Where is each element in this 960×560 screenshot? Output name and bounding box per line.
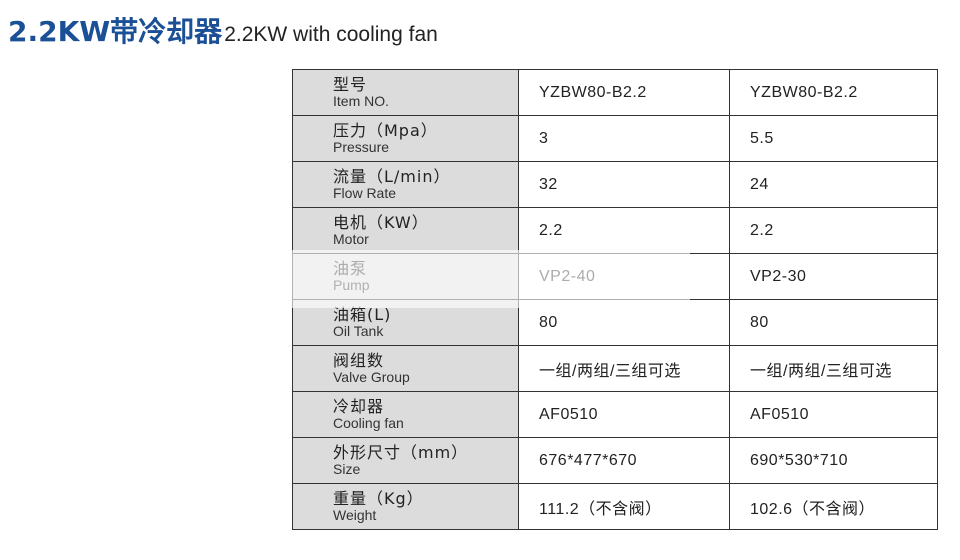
value-cell: 32: [518, 161, 730, 208]
row-label-cn: 重量（Kg）: [333, 488, 424, 508]
table-row: 冷却器 Cooling fan AF0510 AF0510: [292, 391, 938, 438]
title-en: 2.2KW with cooling fan: [224, 23, 438, 46]
table-row: 阀组数 Valve Group 一组/两组/三组可选 一组/两组/三组可选: [292, 345, 938, 392]
row-header: 流量（L/min） Flow Rate: [292, 161, 519, 208]
row-header: 压力（Mpa） Pressure: [292, 115, 519, 162]
value-cell: 2.2: [729, 207, 938, 254]
value-cell: 690*530*710: [729, 437, 938, 484]
row-header: 冷却器 Cooling fan: [292, 391, 519, 438]
table-row: 外形尺寸（mm） Size 676*477*670 690*530*710: [292, 437, 938, 484]
value-cell: AF0510: [729, 391, 938, 438]
value-cell: 80: [729, 299, 938, 346]
table-row: 电机（KW） Motor 2.2 2.2: [292, 207, 938, 254]
row-label-en: Oil Tank: [333, 322, 384, 339]
row-label-cn: 压力（Mpa）: [333, 120, 438, 140]
row-label-cn: 流量（L/min）: [333, 166, 451, 186]
row-label-cn: 冷却器: [333, 396, 385, 416]
value-cell: 3: [518, 115, 730, 162]
row-label-en: Flow Rate: [333, 184, 397, 201]
row-label-en: Valve Group: [333, 368, 410, 385]
value-cell: YZBW80-B2.2: [518, 69, 730, 116]
watermark-overlay: [292, 250, 690, 308]
row-label-en: Size: [333, 460, 361, 477]
value-cell: 2.2: [518, 207, 730, 254]
value-cell: 102.6（不含阀）: [729, 483, 938, 530]
value-cell: 5.5: [729, 115, 938, 162]
row-label-cn: 电机（KW）: [333, 212, 429, 232]
title-cn: 2.2KW带冷却器: [8, 15, 223, 48]
row-label-cn: 外形尺寸（mm）: [333, 442, 469, 462]
row-label-cn: 油箱(L): [333, 304, 392, 324]
row-label-en: Motor: [333, 230, 369, 247]
row-header: 电机（KW） Motor: [292, 207, 519, 254]
row-label-en: Weight: [333, 506, 377, 523]
value-cell: VP2-30: [729, 253, 938, 300]
row-header: 外形尺寸（mm） Size: [292, 437, 519, 484]
row-label-cn: 阀组数: [333, 350, 385, 370]
value-cell: 24: [729, 161, 938, 208]
value-cell: 一组/两组/三组可选: [518, 345, 730, 392]
row-header: 型号 Item NO.: [292, 69, 519, 116]
row-header: 阀组数 Valve Group: [292, 345, 519, 392]
value-cell: 111.2（不含阀）: [518, 483, 730, 530]
table-row: 型号 Item NO. YZBW80-B2.2 YZBW80-B2.2: [292, 69, 938, 116]
row-label-en: Cooling fan: [333, 414, 404, 431]
row-label-en: Pressure: [333, 138, 390, 155]
row-label-cn: 型号: [333, 74, 368, 94]
table-row: 流量（L/min） Flow Rate 32 24: [292, 161, 938, 208]
value-cell: YZBW80-B2.2: [729, 69, 938, 116]
row-header: 重量（Kg） Weight: [292, 483, 519, 530]
value-cell: 676*477*670: [518, 437, 730, 484]
row-label-en: Item NO.: [333, 92, 390, 109]
value-cell: 一组/两组/三组可选: [729, 345, 938, 392]
value-cell: AF0510: [518, 391, 730, 438]
table-row: 压力（Mpa） Pressure 3 5.5: [292, 115, 938, 162]
table-row: 重量（Kg） Weight 111.2（不含阀） 102.6（不含阀）: [292, 483, 938, 530]
page-title: 2.2KW带冷却器2.2KW with cooling fan: [8, 10, 438, 50]
